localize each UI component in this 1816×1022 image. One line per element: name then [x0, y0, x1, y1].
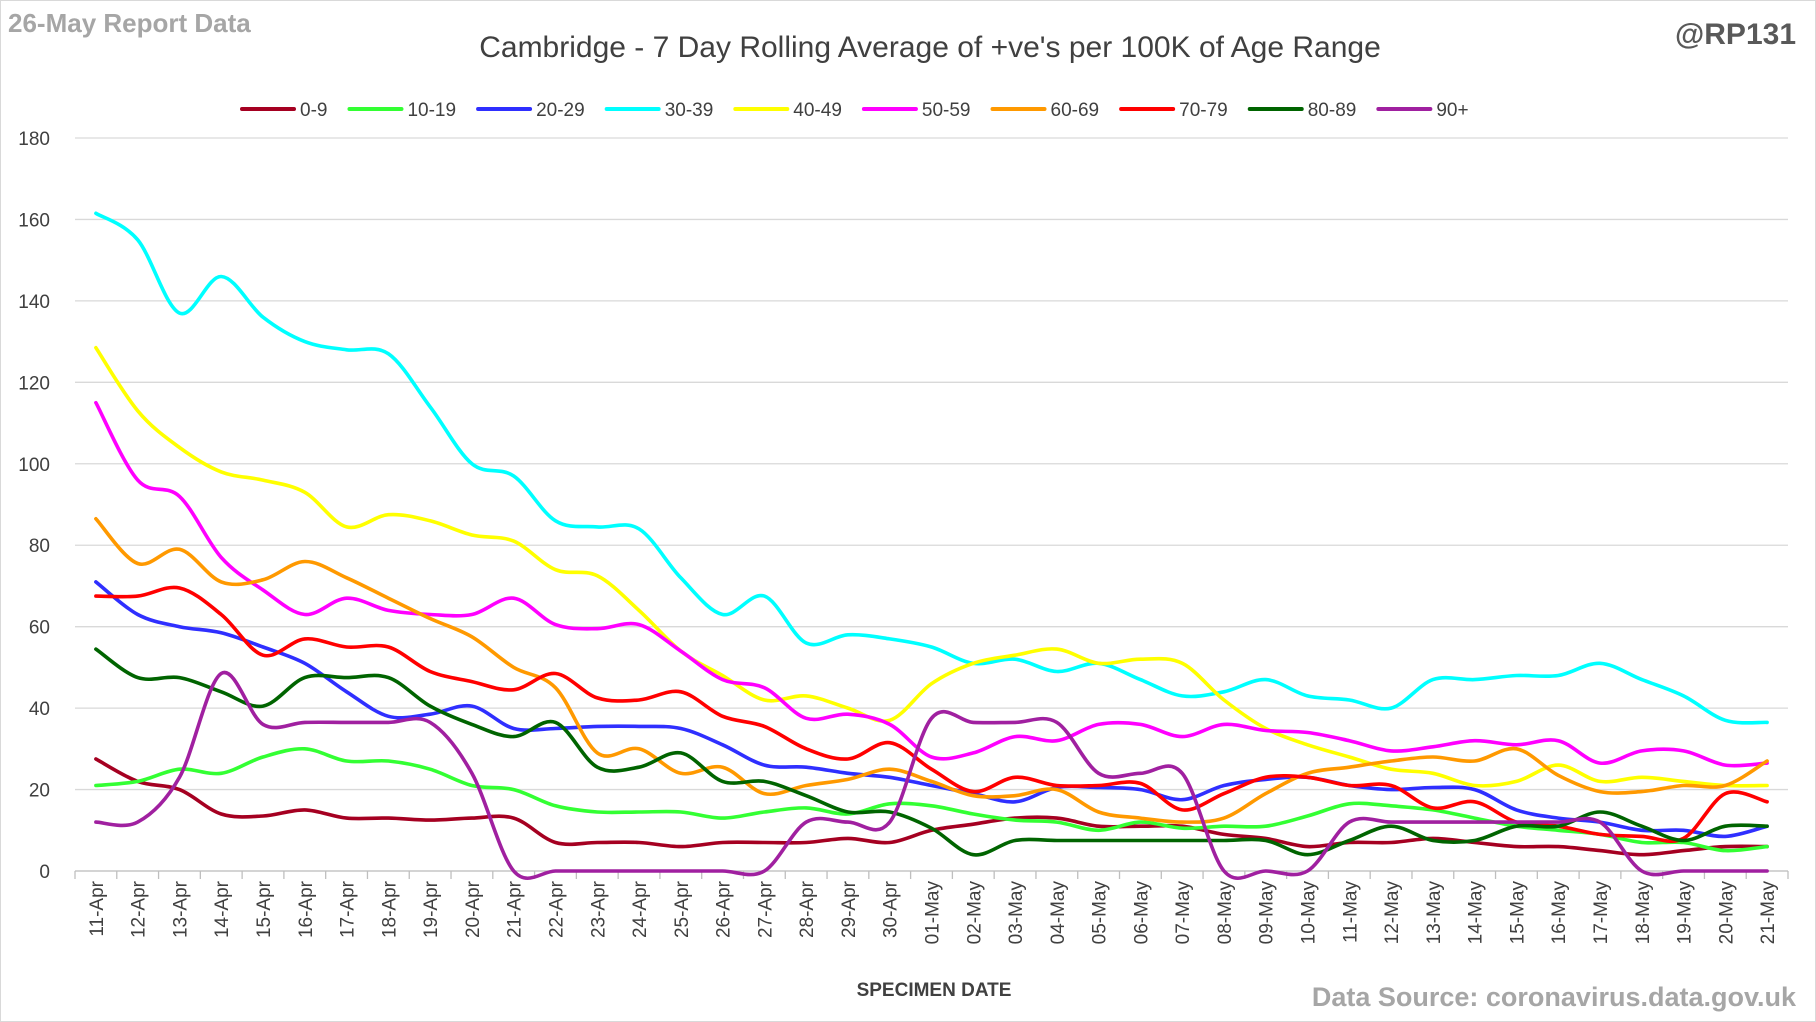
series-line-80-89	[94, 647, 1769, 857]
x-tick-label: 04-May	[1048, 881, 1069, 945]
legend-label-70-79: 70-79	[1179, 100, 1228, 121]
y-tick-label: 20	[29, 781, 50, 802]
x-tick-label: 10-May	[1299, 881, 1320, 945]
legend-label-30-39: 30-39	[665, 100, 714, 121]
x-tick-label: 14-Apr	[212, 880, 233, 938]
x-tick-label: 21-May	[1758, 881, 1779, 945]
y-tick-label: 80	[29, 536, 50, 557]
x-tick-label: 05-May	[1090, 881, 1111, 945]
legend-label-10-19: 10-19	[407, 100, 456, 121]
series-line-90+	[94, 670, 1769, 880]
x-tick-label: 29-Apr	[839, 880, 860, 938]
x-tick-label: 19-Apr	[421, 880, 442, 938]
x-tick-label: 18-May	[1633, 881, 1654, 945]
author-handle: @RP131	[1675, 18, 1796, 51]
x-tick-label: 08-May	[1215, 881, 1236, 945]
x-tick-label: 06-May	[1131, 881, 1152, 945]
legend: 0-9 10-19 20-29 30-39 40-49 50-59 60-69 70-79 80…	[240, 100, 1469, 121]
series-line-10-19	[94, 746, 1769, 853]
x-tick-label: 15-Apr	[254, 880, 275, 938]
legend-label-40-49: 40-49	[793, 100, 842, 121]
series-line-20-29	[94, 580, 1769, 839]
legend-label-60-69: 60-69	[1051, 100, 1100, 121]
x-tick-label: 24-Apr	[630, 880, 651, 938]
report-date-label: 26-May Report Data	[8, 8, 251, 38]
y-tick-label: 160	[18, 210, 50, 231]
x-tick-label: 07-May	[1173, 881, 1194, 945]
x-tick-label: 11-Apr	[87, 880, 108, 936]
series-lines	[94, 211, 1769, 880]
x-tick-label: 27-Apr	[755, 880, 776, 938]
x-tick-label: 01-May	[923, 881, 944, 945]
x-tick-label: 13-May	[1424, 881, 1445, 945]
x-tick-label: 17-May	[1591, 881, 1612, 945]
series-line-30-39	[94, 211, 1769, 725]
legend-label-0-9: 0-9	[300, 100, 327, 121]
legend-label-50-59: 50-59	[922, 100, 971, 121]
x-tick-label: 20-Apr	[463, 880, 484, 938]
y-tick-label: 120	[18, 373, 50, 394]
legend-label-80-89: 80-89	[1308, 100, 1357, 121]
y-tick-label: 140	[18, 292, 50, 313]
x-tick-label: 19-May	[1675, 881, 1696, 945]
data-source-label: Data Source: coronavirus.data.gov.uk	[1311, 982, 1796, 1012]
x-tick-label: 30-Apr	[881, 880, 902, 938]
legend-label-20-29: 20-29	[536, 100, 585, 121]
chart-title: Cambridge - 7 Day Rolling Average of +ve…	[479, 31, 1381, 64]
y-tick-label: 100	[18, 455, 50, 476]
y-axis: 0 20 40 60 80 100 120 140 160 180	[18, 129, 50, 883]
y-tick-label: 0	[39, 862, 50, 883]
series-line-70-79	[94, 585, 1769, 843]
x-tick-label: 09-May	[1257, 881, 1278, 945]
x-tick-label: 12-Apr	[129, 880, 150, 938]
x-tick-label: 12-May	[1382, 881, 1403, 945]
x-tick-label: 03-May	[1006, 881, 1027, 945]
x-tick-label: 02-May	[964, 881, 985, 945]
x-tick-label: 20-May	[1716, 881, 1737, 945]
x-tick-label: 17-Apr	[338, 880, 359, 938]
y-tick-label: 180	[18, 129, 50, 150]
x-tick-label: 25-Apr	[672, 880, 693, 938]
x-tick-label: 26-Apr	[714, 880, 735, 938]
x-axis-title: SPECIMEN DATE	[857, 980, 1012, 1001]
x-tick-label: 18-Apr	[379, 880, 400, 938]
series-line-0-9	[94, 757, 1769, 857]
x-tick-label: 13-Apr	[170, 880, 191, 938]
x-tick-label: 14-May	[1466, 881, 1487, 945]
series-line-60-69	[94, 517, 1769, 824]
x-tick-label: 16-Apr	[296, 880, 317, 938]
x-tick-label: 15-May	[1507, 881, 1528, 945]
series-line-40-49	[94, 345, 1769, 788]
gridlines	[75, 137, 1788, 872]
x-tick-label: 21-Apr	[505, 880, 526, 938]
x-axis: 11-Apr 12-Apr 13-Apr 14-Apr 15-Apr 16-Apr 17-A…	[74, 870, 1789, 945]
x-tick-label: 11-May	[1340, 881, 1361, 943]
y-tick-label: 60	[29, 618, 50, 639]
x-tick-label: 28-Apr	[797, 880, 818, 938]
x-tick-label: 23-Apr	[588, 880, 609, 938]
x-tick-label: 22-Apr	[546, 880, 567, 938]
series-line-50-59	[94, 400, 1769, 768]
y-tick-label: 40	[29, 699, 50, 720]
x-tick-label: 16-May	[1549, 881, 1570, 945]
legend-label-90+: 90+	[1436, 100, 1468, 121]
